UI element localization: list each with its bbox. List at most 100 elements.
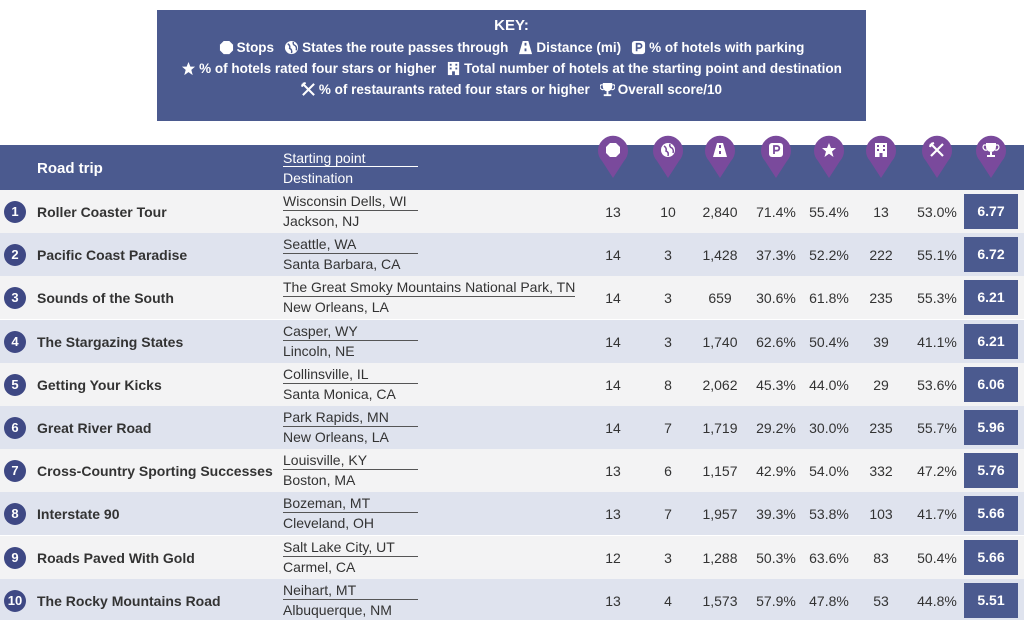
header-name: Road trip: [37, 160, 103, 177]
table-cell: 2,062: [702, 376, 738, 393]
trip-name: Roads Paved With Gold: [37, 549, 195, 566]
table-cell: 29.2%: [756, 420, 796, 436]
table-header: Road trip Starting point Destination: [0, 135, 1024, 190]
table-cell: 39.3%: [756, 506, 796, 523]
rank-badge: 4: [4, 330, 26, 353]
table-cell: 3: [664, 549, 672, 566]
trip-name: Pacific Coast Paradise: [37, 247, 188, 264]
table-cell: 2,840: [702, 204, 738, 220]
overall-score: 6.21: [964, 323, 1018, 359]
trip-name: Roller Coaster Tour: [37, 204, 167, 220]
key-item: % of hotels rated four stars or higher: [181, 61, 436, 76]
key-item: Total number of hotels at the starting p…: [446, 61, 842, 76]
table-cell: 235: [869, 290, 893, 307]
key-label: States the route passes through: [302, 40, 509, 55]
table-cell: 50.4%: [917, 549, 957, 566]
header-icon: [703, 133, 737, 179]
header-icon: [596, 133, 630, 179]
destination: New Orleans, LA: [283, 299, 389, 316]
table-cell: 47.8%: [809, 592, 849, 609]
table-cell: 14: [605, 247, 621, 264]
table-cell: 83: [873, 549, 889, 566]
table-row: 3 Sounds of the South The Great Smoky Moun…: [0, 276, 1024, 320]
table-row: 9 Roads Paved With Gold Salt Lake City, UT…: [0, 535, 1024, 579]
table-cell: 14: [605, 290, 621, 307]
starting-point: Seattle, WA: [283, 236, 418, 255]
pin: [653, 135, 683, 178]
key-item: Distance (mi): [518, 40, 621, 55]
destination: Albuquerque, NM: [283, 601, 392, 618]
trip-name: Sounds of the South: [37, 290, 174, 307]
table-cell: 13: [605, 463, 621, 480]
rank-badge: 6: [4, 417, 26, 439]
table-cell: 103: [869, 506, 893, 523]
destination: Santa Barbara, CA: [283, 256, 401, 273]
overall-score: 6.77: [964, 194, 1018, 229]
key-line: Stops States the route passes through Dist…: [157, 40, 866, 55]
rank-badge: 10: [4, 589, 26, 612]
pin: [866, 135, 896, 178]
key-label: Stops: [236, 40, 275, 55]
table-cell: 3: [664, 290, 672, 307]
table-row: 10 The Rocky Mountains Road Neihart, MT Alb…: [0, 578, 1024, 620]
key-icon: [219, 40, 233, 55]
key-line: % of hotels rated four stars or higher To…: [157, 61, 866, 76]
table-row: 8 Interstate 90 Bozeman, MT Cleveland, OH 13…: [0, 492, 1024, 536]
trip-name: Cross-Country Sporting Successes: [37, 463, 273, 480]
key-label: Total number of hotels at the starting p…: [464, 61, 842, 76]
table-cell: 29: [873, 376, 889, 393]
table-cell: 30.0%: [809, 420, 849, 436]
table-cell: 10: [660, 204, 676, 220]
table-cell: 659: [708, 290, 732, 307]
rank-badge: 5: [4, 373, 26, 396]
table-cell: 53.8%: [809, 506, 849, 523]
table-cell: 12: [605, 549, 621, 566]
header-icon: [759, 133, 793, 179]
table-cell: 332: [869, 463, 893, 480]
table-cell: 1,719: [702, 420, 738, 436]
overall-score: 5.96: [964, 410, 1018, 445]
table-cell: 1,288: [702, 549, 738, 566]
table-cell: 50.4%: [809, 333, 849, 350]
table-cell: 14: [605, 333, 621, 350]
table-cell: 41.1%: [917, 333, 957, 350]
header-icon: [812, 133, 846, 179]
key-box: KEY: Stops States the route passes throug…: [157, 10, 866, 121]
key-icon: [448, 61, 460, 76]
overall-score: 5.66: [964, 496, 1018, 532]
key-label: Overall score/10: [617, 82, 723, 97]
overall-score: 5.51: [964, 582, 1018, 618]
table-cell: 13: [605, 506, 621, 523]
table-cell: 6: [664, 463, 672, 480]
starting-point: Neihart, MT: [283, 582, 418, 600]
table-cell: 71.4%: [756, 204, 796, 220]
destination: Santa Monica, CA: [283, 385, 396, 402]
table-cell: 7: [664, 506, 672, 523]
table-cell: 222: [869, 247, 893, 264]
pin: [598, 135, 628, 178]
key-label: % of restaurants rated four stars or hig…: [318, 82, 590, 97]
table-cell: 55.1%: [917, 247, 957, 264]
overall-score: 6.72: [964, 237, 1018, 273]
destination: Lincoln, NE: [283, 342, 355, 359]
destination: New Orleans, LA: [283, 429, 389, 445]
trip-name: The Rocky Mountains Road: [37, 592, 221, 609]
table-cell: 30.6%: [756, 290, 796, 307]
table-cell: 50.3%: [756, 549, 796, 566]
key-title: KEY:: [494, 17, 529, 34]
table-cell: 53.6%: [917, 376, 957, 393]
trip-name: Great River Road: [37, 420, 152, 436]
key-label: % of hotels with parking: [649, 40, 805, 55]
rank-badge: 8: [4, 503, 26, 526]
table-cell: 13: [605, 204, 621, 220]
table-cell: 1,573: [702, 592, 738, 609]
header-icon: [651, 133, 685, 179]
key-label: Distance (mi): [536, 40, 622, 55]
table-cell: 14: [605, 420, 621, 436]
table-cell: 1,428: [702, 247, 738, 264]
destination: Carmel, CA: [283, 558, 356, 575]
table-cell: 62.6%: [756, 333, 796, 350]
table-row: 5 Getting Your Kicks Collinsville, IL Santa…: [0, 362, 1024, 406]
key-icon: [182, 61, 196, 76]
